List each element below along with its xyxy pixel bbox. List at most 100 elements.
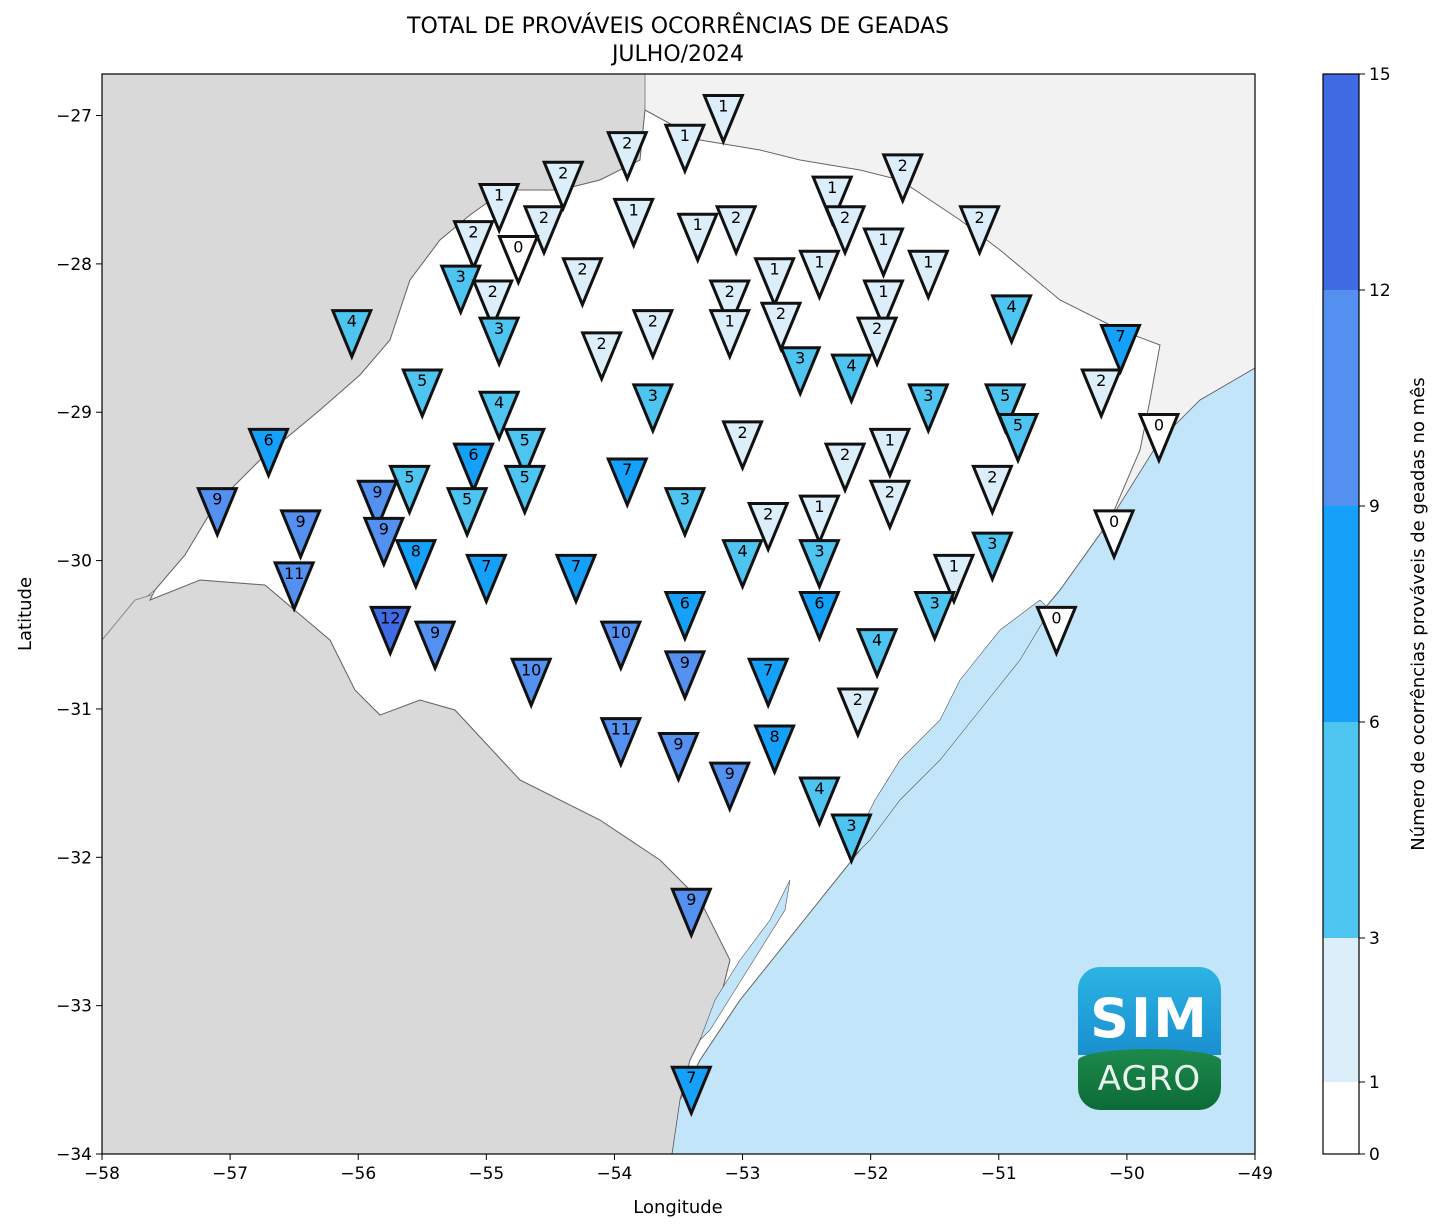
marker-value-label: 7	[686, 1068, 696, 1087]
marker-value-label: 9	[379, 519, 389, 538]
marker-triangle	[721, 539, 764, 591]
marker-triangle	[721, 420, 764, 472]
marker-triangle	[676, 212, 719, 265]
marker-triangle	[554, 553, 598, 606]
marker-value-label: 3	[846, 816, 856, 835]
marker-triangle	[753, 257, 796, 309]
station-marker: 2	[580, 331, 623, 383]
marker-value-label: 3	[930, 594, 940, 613]
marker-value-label: 2	[725, 282, 735, 301]
marker-value-label: 2	[577, 260, 587, 279]
colorbar-tick-label: 6	[1369, 713, 1380, 733]
marker-triangle	[798, 494, 841, 547]
station-marker: 2	[746, 502, 790, 554]
y-tick-label: −28	[56, 255, 92, 275]
marker-value-label: 1	[725, 312, 735, 331]
marker-value-label: 6	[468, 445, 478, 464]
station-marker: 2	[868, 479, 912, 532]
marker-value-label: 1	[878, 230, 888, 249]
marker-triangle	[394, 539, 438, 591]
station-marker: 9	[657, 731, 700, 784]
x-tick-label: −53	[725, 1164, 761, 1184]
marker-triangle	[798, 776, 841, 828]
marker-value-label: 10	[611, 623, 631, 642]
station-marker: 0	[497, 234, 540, 287]
station-marker: 6	[663, 591, 707, 643]
marker-value-label: 1	[629, 200, 639, 219]
marker-triangle	[330, 309, 374, 361]
marker-triangle	[798, 539, 841, 591]
marker-triangle	[830, 353, 873, 406]
station-marker: 1	[798, 494, 841, 547]
marker-triangle	[503, 464, 547, 517]
station-marker: 1	[708, 309, 751, 361]
marker-value-label: 6	[814, 594, 824, 613]
marker-triangle	[388, 464, 431, 517]
marker-triangle	[606, 457, 649, 509]
marker-triangle	[477, 390, 521, 443]
station-marker: 4	[721, 539, 764, 591]
station-marker: 2	[759, 301, 803, 354]
marker-value-label: 5	[520, 467, 530, 486]
marker-triangle	[1092, 509, 1136, 561]
station-marker: 1	[663, 123, 707, 176]
marker-triangle	[1035, 605, 1078, 658]
station-marker: 0	[1035, 605, 1078, 658]
marker-triangle	[983, 383, 1027, 435]
marker-value-label: 8	[411, 542, 421, 561]
marker-value-label: 1	[923, 252, 933, 271]
x-tick-label: −55	[468, 1164, 504, 1184]
marker-value-label: 7	[622, 460, 632, 479]
station-marker: 7	[1099, 323, 1142, 376]
marker-value-label: 1	[814, 252, 824, 271]
marker-triangle	[471, 279, 514, 331]
marker-value-label: 2	[840, 445, 850, 464]
station-marker: 2	[971, 464, 1014, 517]
marker-value-label: 2	[648, 312, 658, 331]
marker-value-label: 0	[1154, 415, 1164, 434]
station-marker: 6	[247, 427, 290, 480]
marker-value-label: 9	[430, 623, 440, 642]
y-tick-label: −30	[56, 552, 92, 572]
marker-triangle	[971, 531, 1014, 584]
marker-triangle	[971, 464, 1014, 517]
x-axis-ticks: −58 −57 −56 −55 −54 −53 −52 −51 −50 −49	[84, 1154, 1273, 1184]
marker-value-label: 1	[885, 430, 895, 449]
station-marker: 5	[996, 412, 1040, 465]
station-marker: 1	[862, 227, 905, 279]
station-marker: 9	[670, 887, 713, 940]
marker-triangle	[413, 620, 457, 673]
marker-triangle	[823, 205, 867, 257]
y-tick-label: −29	[56, 403, 92, 423]
marker-value-label: 11	[611, 720, 631, 739]
marker-value-label: 3	[987, 534, 997, 553]
marker-value-label: 3	[648, 386, 658, 405]
marker-value-label: 2	[840, 208, 850, 227]
marker-value-label: 1	[769, 260, 779, 279]
station-marker: 12	[369, 605, 412, 658]
station-marker: 1	[862, 279, 905, 331]
station-marker: 9	[663, 650, 707, 702]
marker-triangle	[862, 227, 905, 279]
marker-triangle	[702, 94, 745, 146]
marker-triangle	[1080, 368, 1123, 420]
marker-triangle	[746, 502, 790, 554]
marker-triangle	[798, 591, 841, 643]
marker-triangle	[1099, 323, 1142, 376]
marker-triangle	[823, 442, 867, 495]
marker-value-label: 2	[1096, 371, 1106, 390]
station-marker: 7	[670, 1065, 713, 1118]
station-marker: 3	[663, 487, 707, 539]
marker-value-label: 6	[263, 430, 273, 449]
station-marker: 1	[702, 94, 745, 146]
colorbar-tick-label: 15	[1369, 65, 1391, 85]
x-tick-label: −49	[1237, 1164, 1273, 1184]
station-marker: 2	[561, 257, 604, 309]
marker-value-label: 9	[686, 890, 696, 909]
station-marker: 5	[503, 464, 547, 517]
station-marker: 2	[471, 279, 514, 331]
station-marker: 7	[554, 553, 598, 606]
marker-triangle	[503, 427, 547, 480]
station-marker: 9	[356, 479, 399, 532]
marker-triangle	[580, 331, 623, 383]
